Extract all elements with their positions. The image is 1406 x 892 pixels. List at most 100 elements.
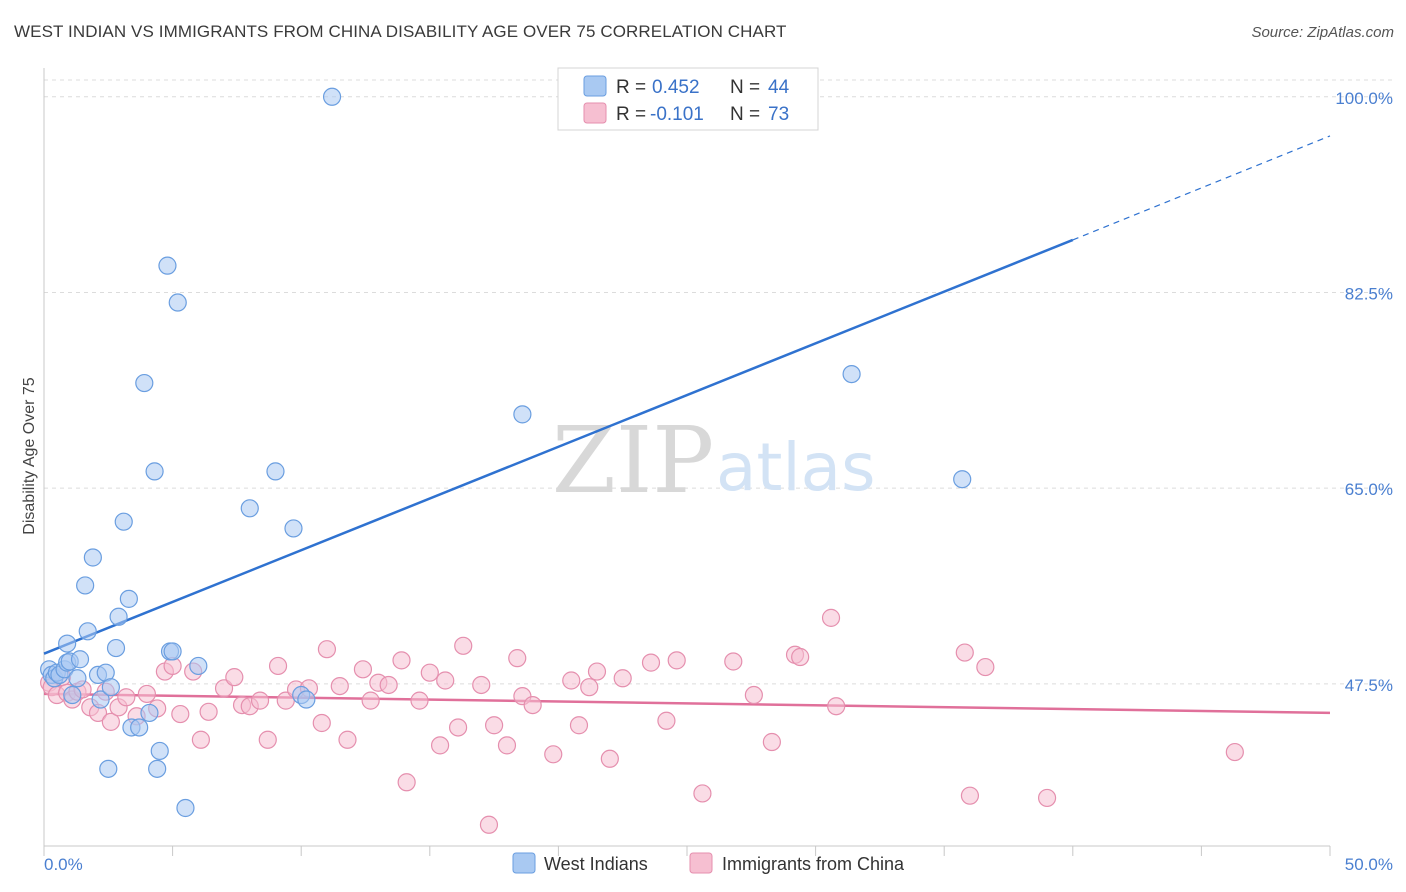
trend-line-west-indians <box>43 238 1074 655</box>
point-west-indians-25 <box>130 718 149 737</box>
y-tick-label-0: 47.5% <box>1345 676 1393 695</box>
legend-swatch-west-indians <box>583 75 607 97</box>
point-china-61 <box>600 749 619 768</box>
bottom-legend-swatch-china <box>689 852 713 874</box>
point-china-45 <box>430 736 450 755</box>
point-china-55 <box>523 696 542 715</box>
point-china-36 <box>338 730 357 749</box>
data-points <box>40 87 1244 834</box>
point-china-77 <box>1037 788 1057 808</box>
point-west-indians-36 <box>189 656 208 676</box>
point-china-46 <box>436 671 455 690</box>
y-tick-labels: 47.5% 65.0% 82.5% 100.0% <box>1335 89 1393 695</box>
point-china-48 <box>454 636 473 655</box>
point-west-indians-30 <box>150 741 169 761</box>
chart-title: WEST INDIAN VS IMMIGRANTS FROM CHINA DIS… <box>14 22 787 41</box>
legend-n-label-2: N = <box>730 104 760 125</box>
watermark-zip: ZIP <box>552 407 714 514</box>
point-west-indians-19 <box>101 678 120 697</box>
point-west-indians-42 <box>322 87 342 106</box>
point-west-indians-37 <box>240 499 259 518</box>
point-west-indians-12 <box>76 576 95 595</box>
point-west-indians-13 <box>78 622 97 641</box>
point-west-indians-43 <box>513 405 532 424</box>
point-china-11 <box>101 712 120 731</box>
point-china-22 <box>199 702 218 721</box>
point-west-indians-44 <box>842 364 861 384</box>
point-west-indians-11 <box>70 650 90 669</box>
point-west-indians-7 <box>58 634 77 653</box>
point-west-indians-27 <box>140 703 159 723</box>
point-china-68 <box>744 685 763 705</box>
point-china-66 <box>693 784 712 803</box>
legend-r-value-1: 0.452 <box>652 77 700 98</box>
point-china-51 <box>485 716 504 735</box>
point-china-69 <box>762 732 781 752</box>
point-china-15 <box>137 684 156 704</box>
point-west-indians-38 <box>266 462 285 481</box>
bottom-legend-label-china: Immigrants from China <box>722 854 905 874</box>
trend-line-west-indians-extension <box>1072 135 1331 241</box>
point-china-52 <box>497 736 517 755</box>
y-tick-label-1: 65.0% <box>1345 480 1393 499</box>
point-china-53 <box>508 649 527 668</box>
axes <box>43 68 1331 856</box>
point-west-indians-14 <box>83 548 102 567</box>
legend-n-label-1: N = <box>730 77 760 98</box>
point-west-indians-16 <box>91 690 110 709</box>
point-china-49 <box>472 675 491 695</box>
point-china-78 <box>1225 742 1244 762</box>
point-china-65 <box>667 651 686 670</box>
point-china-56 <box>544 745 563 764</box>
point-china-74 <box>955 643 974 662</box>
legend-n-value-2: 73 <box>768 104 789 125</box>
point-west-indians-39 <box>284 519 303 538</box>
point-west-indians-22 <box>114 512 133 531</box>
point-china-40 <box>379 675 398 695</box>
point-china-73 <box>827 697 846 716</box>
point-china-35 <box>330 676 349 696</box>
point-china-58 <box>569 716 589 735</box>
point-west-indians-28 <box>145 462 164 481</box>
bottom-legend-label-west-indians: West Indians <box>544 854 648 874</box>
point-china-34 <box>317 640 337 659</box>
point-china-67 <box>724 652 743 671</box>
bottom-legend-swatch-west-indians <box>512 852 536 874</box>
point-china-23 <box>214 679 234 698</box>
point-china-57 <box>562 671 581 690</box>
point-china-47 <box>448 718 468 737</box>
point-west-indians-18 <box>99 759 118 778</box>
legend-r-label-2: R = <box>616 104 646 125</box>
point-china-19 <box>171 704 190 724</box>
correlation-legend: R = 0.452 N = 44 R = -0.101 N = 73 <box>557 67 819 131</box>
point-china-41 <box>392 651 411 670</box>
point-west-indians-29 <box>148 759 167 778</box>
y-axis-title: Disability Age Over 75 <box>21 377 38 535</box>
point-china-42 <box>397 773 416 792</box>
point-china-75 <box>976 657 995 677</box>
point-west-indians-33 <box>163 642 182 661</box>
point-west-indians-9 <box>63 685 82 705</box>
y-tick-label-3: 100.0% <box>1335 89 1393 108</box>
point-china-21 <box>191 730 210 749</box>
point-west-indians-34 <box>168 293 187 312</box>
watermark-atlas: atlas <box>716 429 876 506</box>
point-china-24 <box>225 668 244 687</box>
point-china-37 <box>353 660 373 679</box>
point-west-indians-23 <box>119 589 138 608</box>
point-china-38 <box>361 691 380 710</box>
point-west-indians-26 <box>135 373 154 393</box>
point-china-27 <box>250 691 270 710</box>
point-china-43 <box>410 691 429 710</box>
legend-r-label-1: R = <box>616 77 646 98</box>
point-china-76 <box>960 786 980 805</box>
point-china-13 <box>117 688 136 707</box>
x-tick-label-0: 0.0% <box>44 855 83 874</box>
point-china-59 <box>580 678 599 697</box>
point-west-indians-35 <box>176 798 195 818</box>
point-china-64 <box>657 711 676 730</box>
point-china-60 <box>587 662 607 681</box>
point-china-63 <box>641 653 661 672</box>
point-west-indians-20 <box>106 638 126 658</box>
